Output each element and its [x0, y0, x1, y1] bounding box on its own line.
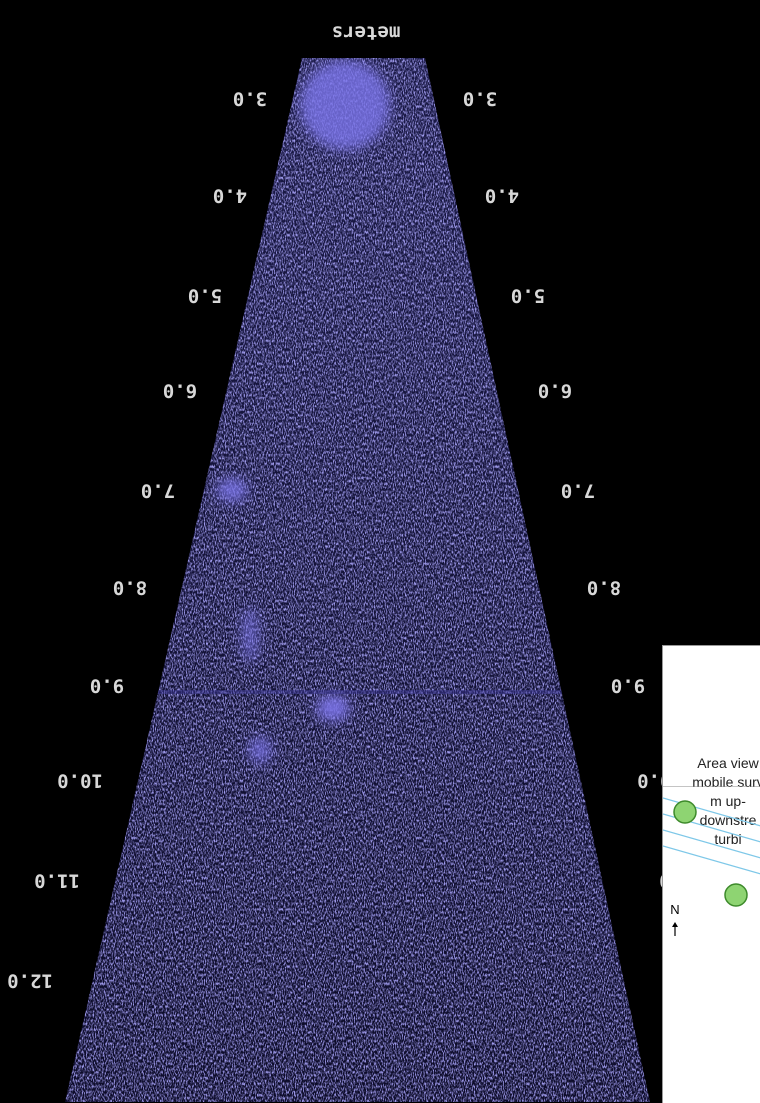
- range-label-right: 7.0: [561, 480, 595, 502]
- unit-label: meters: [332, 22, 401, 44]
- range-label-left: 9.0: [90, 675, 124, 697]
- range-label-left: 5.0: [188, 285, 222, 307]
- range-label-left: 11.0: [34, 870, 80, 892]
- range-label-left: 10.0: [57, 770, 103, 792]
- range-label-right: 4.0: [485, 185, 519, 207]
- range-label-right: 8.0: [587, 577, 621, 599]
- sonar-image: meters 3.0 4.0 5.0 6.0 7.0 8.0 9.0 10.0 11.0 12.0 3…: [0, 0, 760, 1102]
- page: {"sonar": { "unit": "meters", "left_labe…: [0, 0, 760, 1102]
- range-label-left: 12.0: [7, 970, 53, 992]
- inset-map: N: [663, 786, 760, 1103]
- range-label-right: 5.0: [511, 285, 545, 307]
- range-label-left: 6.0: [163, 380, 197, 402]
- range-label-left: 8.0: [113, 577, 147, 599]
- north-label: N: [670, 902, 679, 917]
- range-label-left: 4.0: [213, 185, 247, 207]
- range-label-left: 3.0: [233, 88, 267, 110]
- range-label-right: 6.0: [538, 380, 572, 402]
- range-label-left: 7.0: [141, 480, 175, 502]
- range-label-right: 3.0: [463, 88, 497, 110]
- range-label-right: 9.0: [611, 675, 645, 697]
- panel-line: Area view: [663, 754, 760, 773]
